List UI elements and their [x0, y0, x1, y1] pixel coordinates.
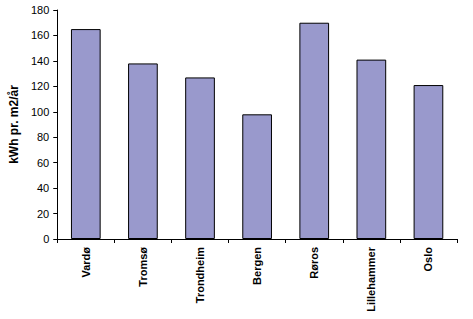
svg-text:140: 140	[31, 55, 49, 67]
svg-text:40: 40	[37, 182, 49, 194]
svg-text:kWh pr. m2/år: kWh pr. m2/år	[7, 85, 21, 164]
svg-text:100: 100	[31, 106, 49, 118]
svg-text:Lillehammer: Lillehammer	[365, 246, 377, 312]
svg-text:120: 120	[31, 80, 49, 92]
svg-text:Trondheim: Trondheim	[194, 247, 206, 303]
svg-text:Røros: Røros	[308, 247, 320, 279]
svg-text:Bergen: Bergen	[251, 247, 263, 285]
svg-text:60: 60	[37, 157, 49, 169]
svg-text:180: 180	[31, 4, 49, 16]
svg-text:20: 20	[37, 208, 49, 220]
svg-text:80: 80	[37, 131, 49, 143]
svg-text:0: 0	[43, 233, 49, 245]
svg-text:Oslo: Oslo	[422, 247, 434, 272]
svg-text:Vardø: Vardø	[80, 247, 92, 278]
svg-text:Tromsø: Tromsø	[137, 247, 149, 287]
svg-text:160: 160	[31, 29, 49, 41]
